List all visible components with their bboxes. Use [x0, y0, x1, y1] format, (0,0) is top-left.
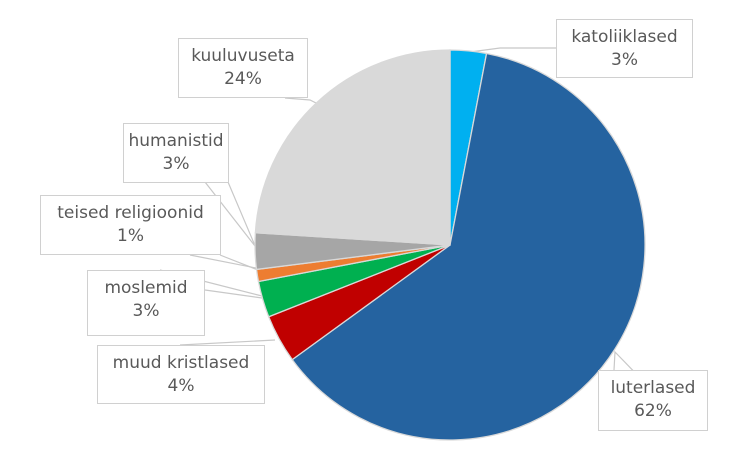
pie-slice-luterlased	[291, 52, 646, 441]
label-name: muud kristlased	[112, 353, 250, 373]
label-pct: 62%	[634, 401, 672, 421]
label-name: humanistid	[128, 131, 224, 151]
label-name: luterlased	[610, 378, 696, 398]
label-pct: 3%	[132, 301, 160, 321]
label-name: kuuluvuseta	[191, 46, 295, 66]
data-label-moslemid: moslemid 3%	[87, 270, 205, 336]
label-pct: 3%	[611, 50, 638, 70]
data-label-humanistid: humanistid 3%	[123, 123, 229, 183]
label-name: katoliiklased	[571, 27, 678, 47]
label-pct: 3%	[162, 154, 190, 174]
pie-slice-kuuluvuseta	[254, 49, 451, 246]
label-name: moslemid	[104, 278, 188, 298]
data-label-muud-kristlased: muud kristlased 4%	[97, 345, 265, 404]
label-name: teised religioonid	[57, 203, 204, 223]
data-label-luterlased: luterlased 62%	[598, 370, 708, 431]
pie-slices	[254, 49, 646, 441]
label-pct: 1%	[117, 226, 144, 246]
data-label-katoliiklased: katoliiklased 3%	[556, 19, 693, 78]
data-label-kuuluvuseta: kuuluvuseta 24%	[178, 38, 308, 98]
label-pct: 24%	[224, 69, 262, 89]
data-label-teised-religioonid: teised religioonid 1%	[40, 195, 221, 255]
label-pct: 4%	[167, 376, 195, 396]
